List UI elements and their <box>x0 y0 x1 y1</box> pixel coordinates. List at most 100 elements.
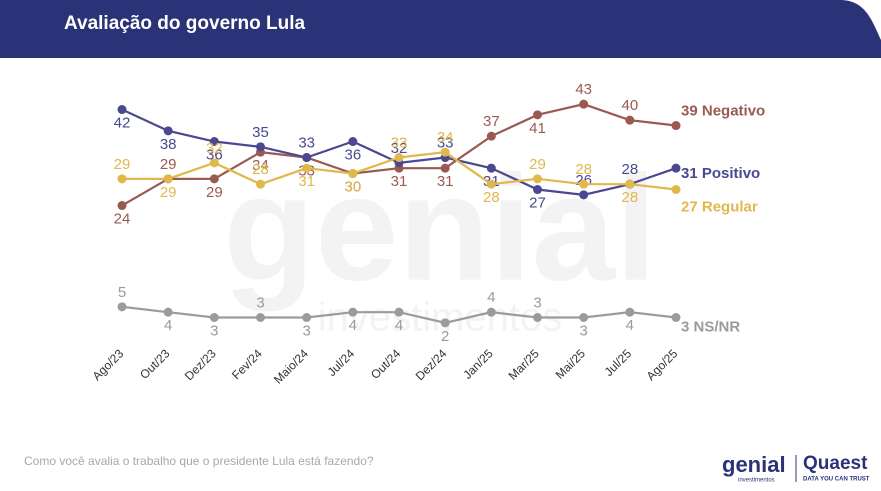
note: Como você avalia o trabalho que o presid… <box>24 454 374 468</box>
data-label: 29 <box>206 184 223 201</box>
point <box>163 126 173 136</box>
point <box>117 105 127 115</box>
point <box>302 153 312 163</box>
data-label: 35 <box>252 124 269 141</box>
end-label: 3 NS/NR <box>681 318 740 335</box>
legend-entry: Regular <box>702 198 758 215</box>
data-label: 30 <box>344 178 361 195</box>
x-tick-label: Dez/24 <box>413 346 450 383</box>
data-label: 4 <box>349 317 357 334</box>
point <box>348 137 358 147</box>
data-label: 33 <box>437 134 454 151</box>
x-tick-label: Ago/23 <box>90 346 127 383</box>
data-label: 3 <box>579 322 587 339</box>
point <box>486 179 496 189</box>
point <box>302 163 312 173</box>
point <box>579 313 589 323</box>
data-label: 41 <box>529 120 546 137</box>
data-label: 27 <box>529 194 546 211</box>
x-tick-label: Mai/25 <box>553 346 589 382</box>
point <box>209 158 219 168</box>
legend-entry: NS/NR <box>694 318 741 335</box>
data-label: 33 <box>391 134 408 151</box>
data-label: 28 <box>575 161 592 178</box>
logo-quaest-sub: DATA YOU CAN TRUST <box>803 477 870 483</box>
data-label: 31 <box>437 173 454 190</box>
header-band <box>0 0 881 58</box>
data-label: 28 <box>483 189 500 206</box>
end-label: 27 Regular <box>681 198 758 215</box>
data-label: 4 <box>164 317 172 334</box>
point <box>302 313 312 323</box>
data-label: 30 <box>344 178 361 195</box>
point <box>671 313 681 323</box>
point <box>163 174 173 184</box>
data-label: 36 <box>206 146 223 163</box>
data-label: 31 <box>298 173 315 190</box>
point <box>117 302 127 312</box>
data-label: 2 <box>441 328 449 345</box>
data-label: 24 <box>114 210 131 227</box>
end-label-value: 27 <box>681 198 698 215</box>
data-label: 40 <box>621 97 638 114</box>
data-label: 28 <box>621 161 638 178</box>
x-tick-label: Maio/24 <box>271 346 311 386</box>
data-label: 43 <box>575 81 592 98</box>
point <box>440 163 450 173</box>
data-label: 28 <box>252 161 269 178</box>
point <box>579 179 589 189</box>
data-label: 5 <box>118 284 126 301</box>
watermark: investimentos <box>318 296 563 340</box>
data-label: 34 <box>437 129 454 146</box>
x-tick-label: Jan/25 <box>460 346 496 382</box>
point <box>579 99 589 109</box>
x-tick-label: Out/24 <box>368 346 404 382</box>
x-tick-label: Out/23 <box>137 346 173 382</box>
logo-quaest: Quaest <box>803 453 868 474</box>
end-label-value: 3 <box>681 318 689 335</box>
data-label: 4 <box>626 317 634 334</box>
end-label: 39 Negativo <box>681 102 765 119</box>
point <box>440 147 450 157</box>
logo-genial-sub: investimentos <box>738 478 775 484</box>
point <box>671 121 681 131</box>
point <box>533 185 542 195</box>
point <box>533 174 542 184</box>
point <box>579 190 589 200</box>
point <box>671 163 681 173</box>
point <box>348 307 358 317</box>
point <box>486 131 496 141</box>
data-label: 33 <box>298 134 315 151</box>
point <box>394 307 404 317</box>
end-label: 31 Positivo <box>681 165 760 182</box>
point <box>348 169 358 179</box>
point <box>256 179 265 189</box>
data-label: 3 <box>533 294 541 311</box>
data-label: 29 <box>160 156 177 173</box>
x-tick-label: Dez/23 <box>182 346 219 383</box>
data-label: 3 <box>210 322 218 339</box>
point <box>117 201 127 211</box>
point <box>486 307 496 317</box>
point <box>625 307 635 317</box>
data-label: 36 <box>344 146 361 163</box>
end-label-value: 31 <box>681 165 698 182</box>
point <box>440 318 450 328</box>
point <box>625 115 635 125</box>
point <box>533 110 542 120</box>
chart-title: Avaliação do governo Lula <box>64 13 306 34</box>
data-label: 29 <box>160 184 177 201</box>
x-tick-label: Mar/25 <box>506 346 543 383</box>
data-label: 38 <box>160 136 177 153</box>
point <box>209 313 219 323</box>
data-label: 4 <box>487 289 495 306</box>
point <box>117 174 127 184</box>
data-label: 29 <box>529 156 546 173</box>
point <box>486 163 496 173</box>
data-label: 37 <box>483 113 500 130</box>
legend-entry: Negativo <box>702 102 765 119</box>
data-label: 34 <box>252 157 269 174</box>
x-tick-label: Jul/24 <box>325 346 358 379</box>
x-tick-label: Ago/25 <box>644 346 681 383</box>
